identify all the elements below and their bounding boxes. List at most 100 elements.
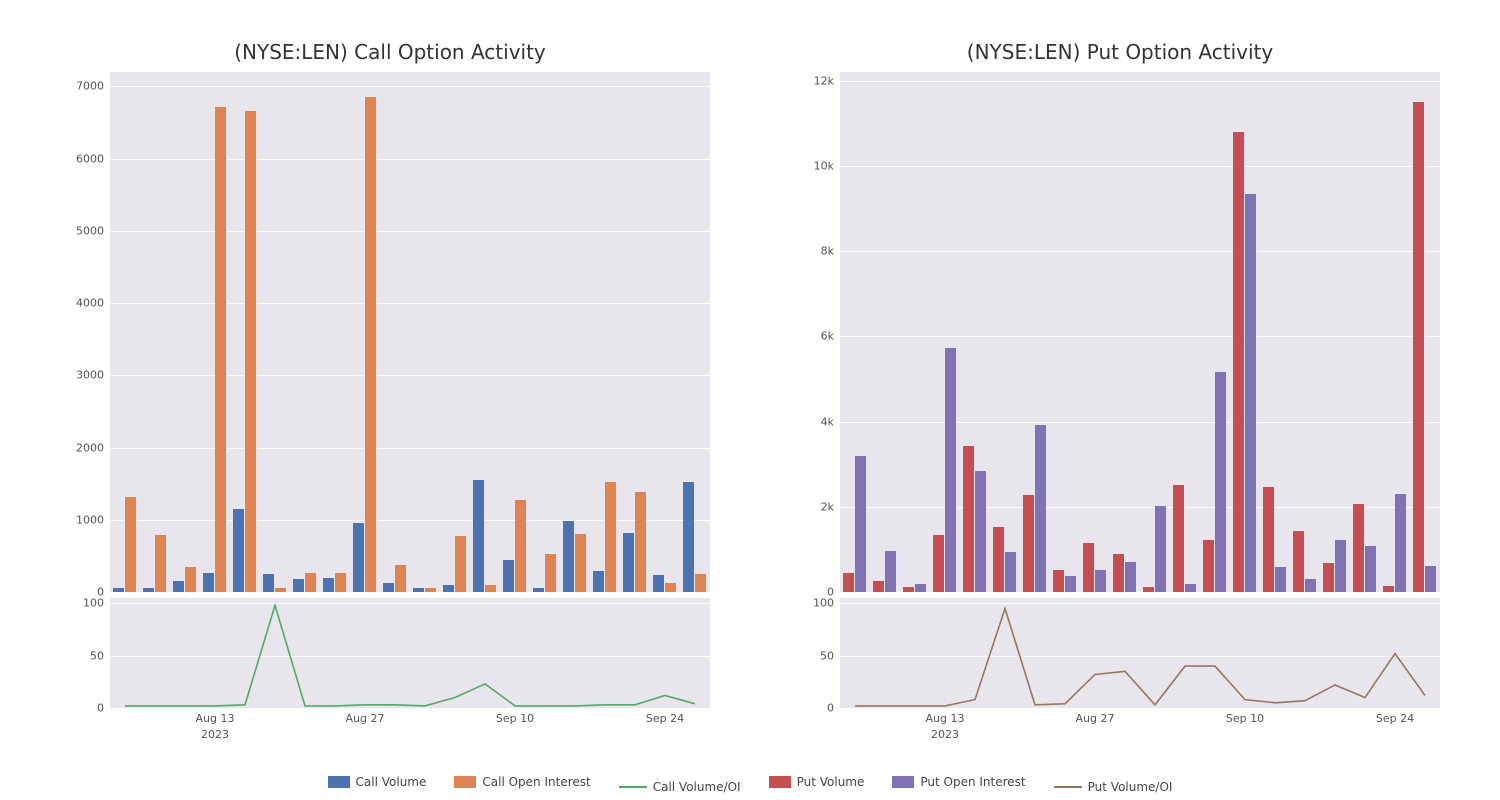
legend-label: Put Volume/OI bbox=[1088, 780, 1173, 794]
bar bbox=[413, 588, 424, 592]
y-tick-label: 100 bbox=[813, 597, 840, 610]
legend-swatch bbox=[892, 776, 914, 788]
bar bbox=[843, 573, 854, 592]
legend-item: Put Open Interest bbox=[892, 775, 1025, 789]
gridline bbox=[840, 336, 1440, 337]
y-tick-label: 0 bbox=[97, 702, 110, 715]
put-panel-title: (NYSE:LEN) Put Option Activity bbox=[790, 40, 1450, 64]
call-panel-title: (NYSE:LEN) Call Option Activity bbox=[60, 40, 720, 64]
y-tick-label: 7000 bbox=[76, 80, 110, 93]
y-tick-label: 0 bbox=[827, 702, 840, 715]
x-year-label: 2023 bbox=[201, 708, 229, 741]
legend: Call VolumeCall Open InterestCall Volume… bbox=[0, 775, 1500, 794]
legend-item: Put Volume/OI bbox=[1054, 780, 1173, 794]
bar bbox=[1395, 494, 1406, 592]
bar bbox=[1095, 570, 1106, 592]
bar bbox=[143, 588, 154, 592]
legend-swatch bbox=[328, 776, 350, 788]
bar bbox=[1263, 487, 1274, 592]
y-tick-label: 8k bbox=[821, 245, 840, 258]
bar bbox=[365, 97, 376, 592]
legend-swatch bbox=[454, 776, 476, 788]
bar bbox=[1023, 495, 1034, 592]
bar bbox=[113, 588, 124, 592]
gridline bbox=[110, 592, 710, 593]
x-tick-label: Sep 24 bbox=[646, 708, 684, 725]
x-tick-label: Sep 10 bbox=[1226, 708, 1264, 725]
put-ratio-chart: 050100Aug 13Aug 27Sep 10Sep 242023 bbox=[840, 598, 1440, 708]
bar bbox=[1065, 576, 1076, 592]
bar bbox=[425, 588, 436, 592]
y-tick-label: 50 bbox=[90, 649, 110, 662]
bar bbox=[323, 578, 334, 592]
bar bbox=[1215, 372, 1226, 592]
bar bbox=[575, 534, 586, 592]
ratio-line bbox=[840, 598, 1440, 708]
bar bbox=[1425, 566, 1436, 592]
bar bbox=[1383, 586, 1394, 592]
bar bbox=[293, 579, 304, 592]
bar bbox=[1245, 194, 1256, 592]
legend-swatch bbox=[769, 776, 791, 788]
legend-line-swatch bbox=[1054, 786, 1082, 788]
gridline bbox=[840, 422, 1440, 423]
bar bbox=[855, 456, 866, 592]
gridline bbox=[840, 81, 1440, 82]
legend-item: Call Volume/OI bbox=[619, 780, 741, 794]
legend-label: Put Volume bbox=[797, 775, 865, 789]
put-bar-chart: 02k4k6k8k10k12k bbox=[840, 72, 1440, 592]
gridline bbox=[110, 375, 710, 376]
y-tick-label: 2k bbox=[821, 500, 840, 513]
gridline bbox=[840, 251, 1440, 252]
bar bbox=[125, 497, 136, 592]
bar bbox=[903, 587, 914, 592]
legend-label: Call Volume bbox=[356, 775, 427, 789]
bar bbox=[395, 565, 406, 592]
bar bbox=[695, 574, 706, 592]
legend-label: Call Volume/OI bbox=[653, 780, 741, 794]
bar bbox=[503, 560, 514, 592]
bar bbox=[335, 573, 346, 593]
gridline bbox=[110, 520, 710, 521]
bar bbox=[353, 523, 364, 592]
bar bbox=[473, 480, 484, 592]
bar bbox=[1053, 570, 1064, 592]
gridline bbox=[840, 507, 1440, 508]
bar bbox=[1233, 132, 1244, 592]
gridline bbox=[840, 592, 1440, 593]
bar bbox=[185, 567, 196, 592]
bar bbox=[933, 535, 944, 592]
bar bbox=[383, 583, 394, 592]
y-tick-label: 100 bbox=[83, 597, 110, 610]
call-bar-chart: 01000200030004000500060007000 bbox=[110, 72, 710, 592]
figure: (NYSE:LEN) Call Option Activity 01000200… bbox=[0, 0, 1500, 800]
x-tick-label: Aug 27 bbox=[346, 708, 385, 725]
gridline bbox=[110, 231, 710, 232]
bar bbox=[653, 575, 664, 592]
bar bbox=[1203, 540, 1214, 592]
y-tick-label: 2000 bbox=[76, 441, 110, 454]
call-panel: (NYSE:LEN) Call Option Activity 01000200… bbox=[60, 40, 720, 708]
bar bbox=[173, 581, 184, 592]
legend-item: Put Volume bbox=[769, 775, 865, 789]
y-tick-label: 3000 bbox=[76, 369, 110, 382]
bar bbox=[1083, 543, 1094, 592]
gridline bbox=[110, 303, 710, 304]
bar bbox=[443, 585, 454, 592]
bar bbox=[155, 535, 166, 592]
gridline bbox=[840, 166, 1440, 167]
x-tick-label: Aug 27 bbox=[1076, 708, 1115, 725]
bar bbox=[263, 574, 274, 592]
y-tick-label: 50 bbox=[820, 649, 840, 662]
y-tick-label: 6k bbox=[821, 330, 840, 343]
bar bbox=[635, 492, 646, 592]
bar bbox=[975, 471, 986, 592]
bar bbox=[885, 551, 896, 592]
x-tick-label: Sep 10 bbox=[496, 708, 534, 725]
bar bbox=[1353, 504, 1364, 592]
bar bbox=[1365, 546, 1376, 592]
y-tick-label: 4k bbox=[821, 415, 840, 428]
bar bbox=[1335, 540, 1346, 592]
bar bbox=[563, 521, 574, 592]
legend-line-swatch bbox=[619, 786, 647, 788]
